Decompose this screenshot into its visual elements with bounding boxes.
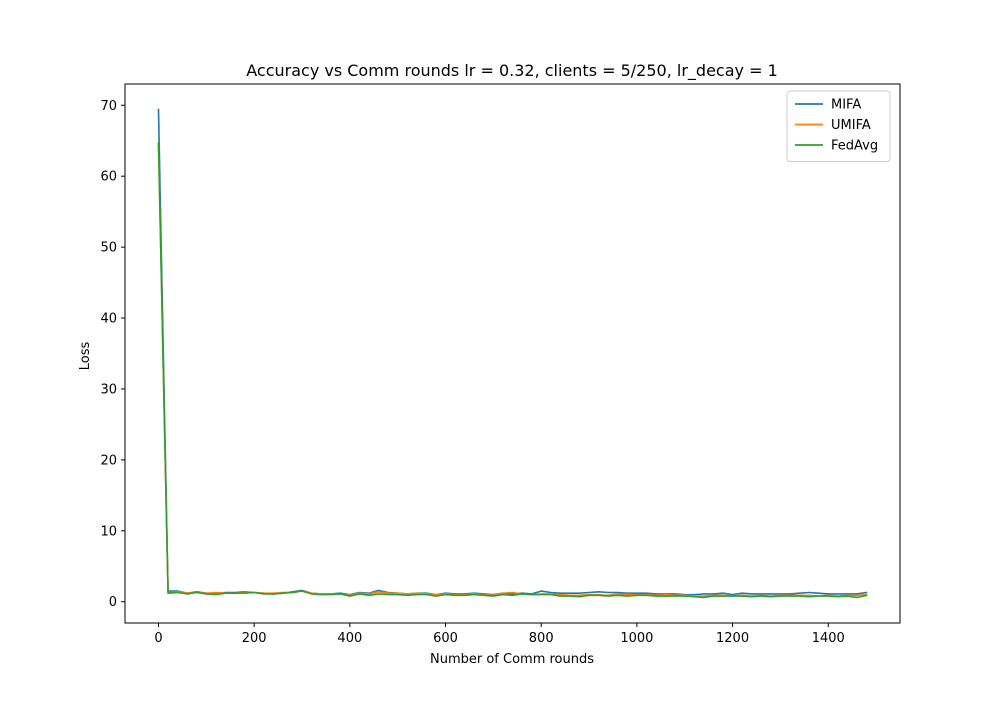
y-tick-label: 20 xyxy=(100,453,117,468)
legend-label: FedAvg xyxy=(831,139,878,154)
legend: MIFA UMIFA FedAvg xyxy=(786,90,891,162)
y-tick-label: 30 xyxy=(100,382,117,397)
series-line-fedavg xyxy=(157,142,868,599)
legend-label: MIFA xyxy=(831,98,861,113)
legend-item-fedavg: FedAvg xyxy=(795,139,878,154)
y-axis-ticks: 0 10 20 30 40 50 60 70 xyxy=(100,99,125,610)
y-axis-label: Loss xyxy=(78,342,93,371)
x-tick-label: 1200 xyxy=(716,631,749,646)
y-tick-label: 10 xyxy=(100,524,117,539)
x-tick-label: 400 xyxy=(337,631,362,646)
legend-box xyxy=(786,90,891,162)
x-tick-label: 800 xyxy=(529,631,554,646)
plot-lines xyxy=(157,108,868,599)
legend-label: UMIFA xyxy=(831,118,871,133)
x-tick-label: 1400 xyxy=(812,631,845,646)
plot-area-frame xyxy=(124,83,901,624)
x-tick-label: 1000 xyxy=(620,631,653,646)
x-tick-label: 200 xyxy=(242,631,267,646)
y-tick-label: 0 xyxy=(109,595,117,610)
x-axis-ticks: 0 200 400 600 800 1000 1200 1400 xyxy=(154,623,845,646)
y-tick-label: 60 xyxy=(100,170,117,185)
x-axis-label: Number of Comm rounds xyxy=(430,652,594,667)
x-tick-label: 0 xyxy=(154,631,162,646)
x-tick-label: 600 xyxy=(433,631,458,646)
legend-item-mifa: MIFA xyxy=(795,98,861,113)
y-tick-label: 50 xyxy=(100,241,117,256)
y-tick-label: 70 xyxy=(100,99,117,114)
y-tick-label: 40 xyxy=(100,312,117,327)
legend-item-umifa: UMIFA xyxy=(795,118,871,133)
chart-title: Accuracy vs Comm rounds lr = 0.32, clien… xyxy=(246,61,778,81)
